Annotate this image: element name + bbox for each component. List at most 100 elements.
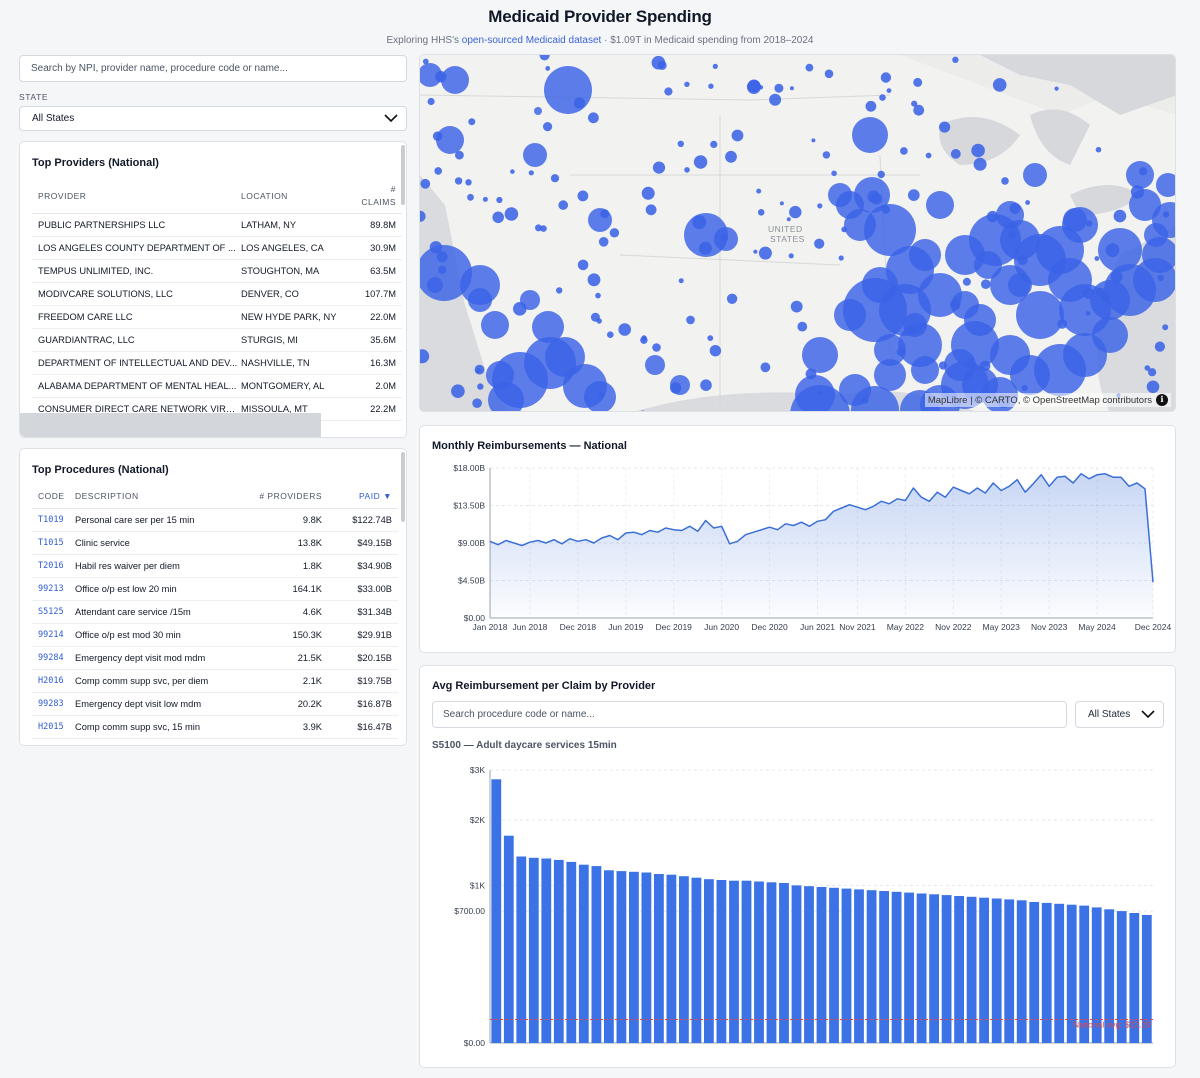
provider-bubble[interactable]: [1139, 167, 1147, 175]
monthly-point[interactable]: [960, 489, 963, 492]
provider-bubble[interactable]: [477, 383, 483, 389]
provider-bar[interactable]: [904, 893, 914, 1043]
provider-bubble[interactable]: [939, 122, 950, 133]
monthly-point[interactable]: [1152, 581, 1155, 584]
attribution-text[interactable]: MapLibre | © CARTO, © OpenStreetMap cont…: [928, 395, 1152, 406]
provider-bubble[interactable]: [1158, 275, 1164, 281]
monthly-point[interactable]: [800, 521, 803, 524]
provider-bubble[interactable]: [897, 348, 905, 356]
procedure-row[interactable]: 99213 Office o/p est low 20 min 164.1K $33.…: [32, 577, 398, 600]
provider-bubble[interactable]: [1156, 173, 1176, 197]
col-paid-sort[interactable]: PAID ▼: [322, 485, 398, 508]
provider-row[interactable]: FREEDOM CARE LLC NEW HYDE PARK, NY 22.0M: [32, 305, 402, 328]
provider-bar[interactable]: [541, 859, 551, 1044]
monthly-point[interactable]: [1024, 491, 1027, 494]
provider-bubble[interactable]: [817, 390, 822, 395]
provider-bubble[interactable]: [909, 239, 941, 271]
monthly-point[interactable]: [736, 540, 739, 543]
provider-bar[interactable]: [917, 894, 927, 1044]
provider-bubble[interactable]: [817, 203, 822, 208]
provider-bar[interactable]: [692, 878, 702, 1043]
provider-bubble[interactable]: [758, 209, 765, 216]
monthly-point[interactable]: [784, 522, 787, 525]
provider-bubble[interactable]: [939, 361, 947, 369]
monthly-point[interactable]: [592, 542, 595, 545]
provider-bubble[interactable]: [834, 299, 866, 331]
provider-bubble[interactable]: [679, 278, 684, 283]
procedure-row[interactable]: 99283 Emergency dept visit low mdm 20.2K $1…: [32, 692, 398, 715]
monthly-point[interactable]: [672, 528, 675, 531]
monthly-point[interactable]: [1040, 473, 1043, 476]
provider-bubble[interactable]: [802, 337, 838, 373]
provider-name[interactable]: GUARDIANTRAC, LLC: [32, 328, 241, 351]
monthly-point[interactable]: [537, 539, 540, 542]
provider-bar[interactable]: [992, 899, 1002, 1044]
provider-bubble[interactable]: [732, 130, 744, 142]
monthly-point[interactable]: [992, 482, 995, 485]
provider-bubble[interactable]: [787, 217, 791, 221]
procedure-row[interactable]: 99284 Emergency dept visit mod mdm 21.5K $2…: [32, 646, 398, 669]
provider-bubble[interactable]: [451, 384, 465, 398]
monthly-point[interactable]: [513, 542, 516, 545]
provider-bar[interactable]: [942, 895, 952, 1043]
provider-bubble[interactable]: [1096, 147, 1102, 153]
provider-bar[interactable]: [879, 891, 889, 1043]
provider-bubble[interactable]: [811, 138, 815, 142]
provider-bubble[interactable]: [574, 97, 585, 108]
provider-bar[interactable]: [979, 898, 989, 1043]
provider-bar[interactable]: [667, 875, 677, 1043]
provider-bubble[interactable]: [427, 277, 443, 293]
provider-bubble[interactable]: [1095, 256, 1100, 261]
monthly-point[interactable]: [545, 542, 548, 545]
monthly-point[interactable]: [984, 492, 987, 495]
monthly-point[interactable]: [1016, 478, 1019, 481]
provider-bubble[interactable]: [468, 118, 475, 125]
provider-bubble[interactable]: [684, 82, 689, 87]
provider-row[interactable]: MODIVCARE SOLUTIONS, LLC DENVER, CO 107.7M: [32, 282, 402, 305]
provider-bubble[interactable]: [435, 71, 446, 82]
provider-bar[interactable]: [867, 890, 877, 1043]
monthly-point[interactable]: [664, 527, 667, 530]
provider-bubble[interactable]: [952, 57, 958, 63]
provider-bubble[interactable]: [545, 337, 585, 377]
provider-bubble[interactable]: [753, 250, 757, 254]
monthly-point[interactable]: [680, 529, 683, 532]
provider-bubble[interactable]: [465, 179, 471, 185]
provider-bubble[interactable]: [791, 301, 803, 313]
provider-bar[interactable]: [529, 858, 539, 1043]
provider-bubble[interactable]: [980, 361, 991, 372]
provider-bubble[interactable]: [836, 191, 864, 219]
provider-bubble[interactable]: [423, 59, 429, 65]
provider-bubble[interactable]: [646, 204, 657, 215]
col-claims[interactable]: # CLAIMS: [341, 180, 402, 213]
provider-bubble[interactable]: [769, 94, 781, 106]
provider-bubble[interactable]: [1025, 200, 1030, 205]
provider-bubble[interactable]: [578, 260, 589, 271]
provider-bar[interactable]: [629, 872, 639, 1043]
provider-bubble[interactable]: [971, 144, 985, 158]
provider-bubble[interactable]: [664, 87, 672, 95]
provider-bubble[interactable]: [492, 212, 504, 224]
monthly-point[interactable]: [505, 539, 508, 542]
monthly-point[interactable]: [521, 544, 524, 547]
procedure-code-link[interactable]: T1019: [38, 515, 64, 525]
provider-row[interactable]: GUARDIANTRAC, LLC STURGIS, MI 35.6M: [32, 328, 402, 351]
provider-bubble[interactable]: [468, 288, 492, 312]
procedure-code-link[interactable]: 99213: [38, 584, 64, 594]
monthly-point[interactable]: [656, 531, 659, 534]
procedure-row[interactable]: H2016 Comp comm supp svc, per diem 2.1K $19…: [32, 669, 398, 692]
provider-bubble[interactable]: [913, 78, 922, 87]
monthly-point[interactable]: [1008, 485, 1011, 488]
provider-bubble[interactable]: [710, 345, 721, 356]
provider-bubble[interactable]: [1111, 271, 1123, 283]
provider-name[interactable]: FREEDOM CARE LLC: [32, 305, 241, 328]
monthly-point[interactable]: [1000, 489, 1003, 492]
provider-bar[interactable]: [592, 866, 602, 1043]
provider-bubble[interactable]: [1008, 273, 1032, 297]
provider-bubble[interactable]: [913, 105, 924, 116]
monthly-point[interactable]: [1064, 475, 1067, 478]
provider-bar[interactable]: [767, 882, 777, 1043]
monthly-point[interactable]: [608, 534, 611, 537]
monthly-point[interactable]: [752, 531, 755, 534]
provider-bubble[interactable]: [438, 266, 446, 274]
